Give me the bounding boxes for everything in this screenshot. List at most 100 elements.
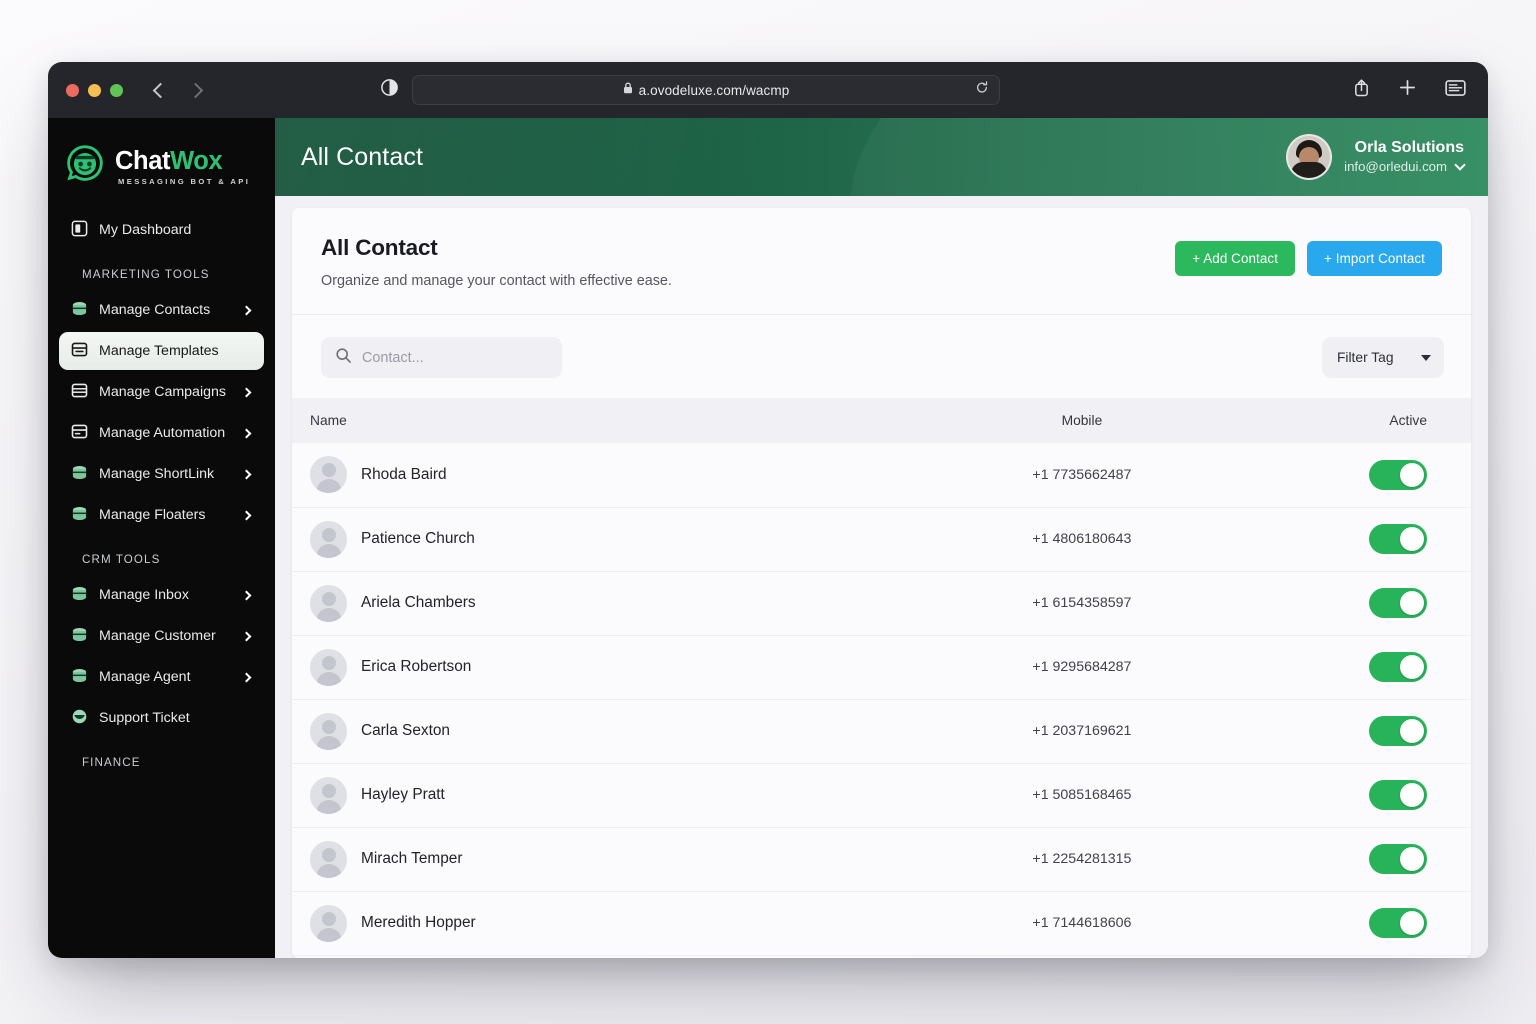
plus-icon[interactable] bbox=[1398, 78, 1417, 102]
header-actions: + Add Contact + Import Contact bbox=[1175, 235, 1442, 276]
main-area: All Contact Orla Solutions info@orledui.… bbox=[275, 118, 1488, 958]
database-icon bbox=[71, 505, 88, 526]
profile-menu[interactable]: Orla Solutions info@orledui.com bbox=[1286, 134, 1466, 180]
contacts-table: Name Mobile Active Rhoda Baird +1 773566… bbox=[292, 398, 1471, 956]
browser-toolbar-right bbox=[1353, 78, 1466, 102]
search-box[interactable] bbox=[321, 337, 562, 378]
sidebar-item-manage-templates[interactable]: Manage Templates bbox=[59, 332, 264, 370]
chevron-right-icon bbox=[241, 590, 252, 600]
sidebar-item-label: Manage Customer bbox=[99, 628, 216, 644]
chevron-right-icon bbox=[241, 510, 252, 520]
forward-icon[interactable] bbox=[187, 82, 204, 98]
sidebar-item-label: Manage Automation bbox=[99, 425, 226, 441]
avatar bbox=[310, 776, 347, 814]
active-toggle[interactable] bbox=[1369, 652, 1427, 682]
active-toggle[interactable] bbox=[1369, 780, 1427, 810]
back-icon[interactable] bbox=[152, 82, 169, 98]
sidebar-item-manage-inbox[interactable]: Manage Inbox bbox=[59, 576, 264, 614]
active-toggle[interactable] bbox=[1369, 459, 1427, 490]
contact-name: Carla Sexton bbox=[361, 722, 450, 739]
chevron-right-icon bbox=[241, 305, 252, 315]
filter-tag-dropdown[interactable]: Filter Tag bbox=[1322, 337, 1444, 378]
browser-titlebar: a.ovodeluxe.com/wacmp bbox=[48, 62, 1488, 118]
sidebar-item-label: Manage Inbox bbox=[99, 587, 189, 603]
sidebar-item-label: My Dashboard bbox=[99, 222, 192, 238]
table-row[interactable]: Hayley Pratt +1 5085168465 bbox=[292, 763, 1471, 828]
import-contact-button[interactable]: + Import Contact bbox=[1307, 241, 1442, 276]
contact-mobile: +1 5085168465 bbox=[1032, 787, 1132, 803]
sidebar-item-manage-campaigns[interactable]: Manage Campaigns bbox=[59, 373, 264, 411]
contact-name: Patience Church bbox=[361, 530, 475, 547]
minimize-window-button[interactable] bbox=[88, 83, 101, 97]
sidebar-item-manage-shortlink[interactable]: Manage ShortLink bbox=[59, 455, 264, 493]
reload-icon[interactable] bbox=[975, 81, 989, 100]
database-icon bbox=[71, 626, 88, 647]
table-header: Name Mobile Active bbox=[292, 398, 1471, 443]
avatar bbox=[1286, 134, 1333, 180]
table-row[interactable]: Meredith Hopper +1 7144618606 bbox=[292, 891, 1471, 956]
column-header-name: Name bbox=[292, 398, 906, 443]
sidebar-item-manage-agent[interactable]: Manage Agent bbox=[59, 658, 264, 696]
database-icon bbox=[71, 585, 88, 606]
url-bar[interactable]: a.ovodeluxe.com/wacmp bbox=[412, 75, 1000, 105]
sidebar-item-support-ticket[interactable]: Support Ticket bbox=[59, 699, 264, 737]
table-row[interactable]: Erica Robertson +1 9295684287 bbox=[292, 635, 1471, 700]
contact-mobile: +1 6154358597 bbox=[1032, 595, 1132, 611]
active-toggle[interactable] bbox=[1369, 716, 1427, 746]
avatar bbox=[310, 648, 347, 686]
table-row[interactable]: Ariela Chambers +1 6154358597 bbox=[292, 571, 1471, 636]
chevron-right-icon bbox=[241, 428, 252, 438]
content-area: All Contact Organize and manage your con… bbox=[275, 196, 1488, 958]
sidebar-item-label: Manage Templates bbox=[99, 343, 219, 359]
active-toggle[interactable] bbox=[1369, 844, 1427, 874]
sidebar-item-manage-automation[interactable]: Manage Automation bbox=[59, 414, 264, 452]
add-contact-button[interactable]: + Add Contact bbox=[1175, 241, 1296, 276]
shield-icon[interactable] bbox=[380, 78, 399, 102]
active-toggle[interactable] bbox=[1369, 588, 1427, 618]
chevron-right-icon bbox=[241, 469, 252, 479]
chevron-down-icon[interactable] bbox=[1454, 159, 1466, 171]
page-subtitle: Organize and manage your contact with ef… bbox=[321, 273, 672, 289]
table-row[interactable]: Rhoda Baird +1 7735662487 bbox=[292, 443, 1471, 508]
sidebar-item-manage-customer[interactable]: Manage Customer bbox=[59, 617, 264, 655]
chevron-right-icon bbox=[241, 387, 252, 397]
app-topbar: All Contact Orla Solutions info@orledui.… bbox=[275, 118, 1488, 196]
table-row[interactable]: Carla Sexton +1 2037169621 bbox=[292, 699, 1471, 764]
browser-window: a.ovodeluxe.com/wacmp bbox=[48, 62, 1488, 958]
column-header-active: Active bbox=[1258, 398, 1471, 443]
tab-overview-icon[interactable] bbox=[1445, 79, 1466, 102]
share-icon[interactable] bbox=[1353, 78, 1370, 102]
avatar bbox=[310, 840, 347, 878]
table-row[interactable]: Patience Church +1 4806180643 bbox=[292, 507, 1471, 572]
table-row[interactable]: Mirach Temper +1 2254281315 bbox=[292, 827, 1471, 892]
navigation-arrows bbox=[152, 82, 204, 98]
search-input[interactable] bbox=[362, 349, 548, 366]
active-toggle[interactable] bbox=[1369, 908, 1427, 938]
sidebar-item-manage-floaters[interactable]: Manage Floaters bbox=[59, 496, 264, 534]
search-icon bbox=[335, 347, 352, 369]
sidebar-item-my-dashboard[interactable]: My Dashboard bbox=[59, 211, 264, 249]
contact-name: Erica Robertson bbox=[361, 658, 472, 675]
contacts-card: All Contact Organize and manage your con… bbox=[292, 208, 1471, 958]
active-toggle[interactable] bbox=[1369, 524, 1427, 554]
topbar-title: All Contact bbox=[301, 142, 423, 171]
ticket-icon bbox=[71, 708, 88, 729]
table-body: Rhoda Baird +1 7735662487 Patience Churc… bbox=[292, 443, 1471, 956]
sidebar-item-label: Manage Agent bbox=[99, 669, 191, 685]
maximize-window-button[interactable] bbox=[110, 83, 123, 97]
contact-mobile: +1 9295684287 bbox=[1032, 659, 1132, 675]
template-icon bbox=[71, 341, 88, 362]
sidebar-section-title: MARKETING TOOLS bbox=[82, 268, 210, 281]
contact-mobile: +1 2254281315 bbox=[1032, 851, 1132, 867]
contact-mobile: +1 7144618606 bbox=[1032, 915, 1132, 931]
chatwox-bot-logo-icon bbox=[64, 144, 106, 191]
sidebar-item-label: Manage ShortLink bbox=[99, 466, 215, 482]
page-title: All Contact bbox=[321, 235, 438, 260]
sidebar-item-manage-contacts[interactable]: Manage Contacts bbox=[59, 291, 264, 329]
automation-icon bbox=[71, 423, 88, 444]
sidebar-item-label: Manage Contacts bbox=[99, 302, 211, 318]
table-toolbar: Filter Tag bbox=[292, 315, 1471, 398]
app-logo[interactable]: ChatWox MESSAGING BOT & API bbox=[48, 122, 275, 211]
profile-email: info@orledui.com bbox=[1344, 158, 1447, 174]
close-window-button[interactable] bbox=[66, 83, 79, 97]
